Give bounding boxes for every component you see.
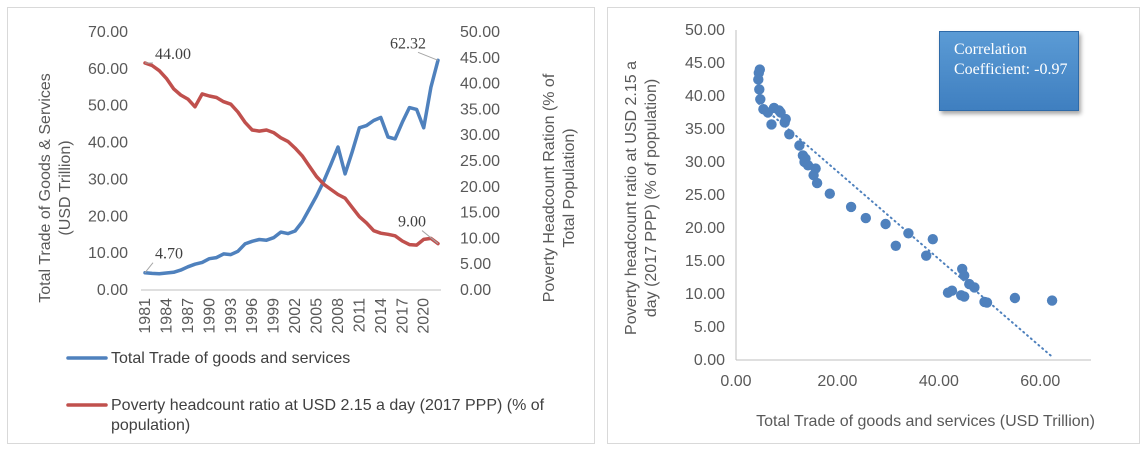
x-tick-label: 1984	[158, 298, 175, 334]
y-right-tick-label: 15.00	[460, 205, 500, 222]
legend-poverty-label: Poverty headcount ratio at USD 2.15 a da…	[111, 397, 545, 434]
trade-series-line	[143, 58, 440, 276]
scatter-point	[959, 270, 970, 281]
scatter-point	[811, 177, 823, 189]
y-left-tick-label: 50.00	[88, 98, 128, 115]
x-tick-label: 40.00	[919, 373, 959, 390]
scatter-point	[1046, 295, 1058, 306]
scatter-point	[784, 129, 795, 140]
x-tick-label: 1996	[244, 298, 261, 334]
legend-trade-label: Total Trade of goods and services	[111, 350, 350, 367]
scatter-point	[880, 218, 891, 230]
line-chart: 0.00 10.00 20.00 30.00 40.00 50.00 60.00 70.00 0…	[37, 24, 578, 434]
x-tick-label: 20.00	[817, 373, 857, 390]
x-tick-label: 2008	[330, 298, 347, 334]
y-right-tick-label: 45.00	[460, 50, 500, 67]
y-right-tick-label: 30.00	[460, 127, 500, 144]
x-tick-label: 2017	[394, 298, 411, 334]
data-label-leader	[144, 262, 154, 273]
data-label: 9.00	[398, 214, 426, 231]
y-right-tick-label: 20.00	[460, 179, 500, 196]
trendline	[757, 102, 1054, 358]
y-left-tick-label: 30.00	[88, 171, 128, 188]
x-tick-label: 0.00	[720, 373, 751, 390]
scatter-point	[860, 212, 871, 224]
scatter-point	[808, 170, 819, 181]
data-label: 44.00	[155, 46, 191, 63]
y-tick-label: 35.00	[685, 121, 725, 138]
x-tick-label: 1981	[137, 298, 154, 334]
poverty-series-line	[143, 61, 440, 247]
y-left-tick-label: 40.00	[88, 135, 128, 152]
scatter-chart: 0.00 5.00 10.00 15.00 20.00 25.00 30.00 35.00 40…	[623, 22, 1095, 430]
y-left-tick-label: 0.00	[97, 282, 128, 299]
x-tick-label: 60.00	[1020, 373, 1060, 390]
x-tick-label: 2002	[287, 298, 304, 334]
data-label-leader	[421, 230, 439, 244]
y-left-tick-label: 20.00	[88, 208, 128, 225]
scatter-point	[959, 291, 970, 302]
y-right-tick-label: 5.00	[460, 256, 491, 273]
x-tick-label: 1987	[180, 298, 197, 334]
y-left-tick-label: 10.00	[88, 245, 128, 262]
scatter-point	[969, 282, 980, 293]
scatter-point	[921, 250, 932, 261]
x-tick-label: 2014	[373, 298, 390, 334]
y-tick-label: 40.00	[685, 88, 725, 105]
y-right-tick-label: 40.00	[460, 76, 500, 93]
scatter-point	[890, 240, 901, 251]
line-chart-panel: 0.00 10.00 20.00 30.00 40.00 50.00 60.00 70.00 0…	[7, 7, 595, 444]
scatter-chart-panel: 0.00 5.00 10.00 15.00 20.00 25.00 30.00 35.00 40…	[607, 7, 1140, 444]
y-right-tick-label: 50.00	[460, 24, 500, 41]
y-tick-label: 50.00	[685, 22, 725, 39]
scatter-point	[927, 234, 938, 245]
scatter-point	[779, 117, 790, 128]
scatter-point	[766, 119, 777, 130]
y-tick-label: 25.00	[685, 187, 725, 204]
y-right-tick-label: 10.00	[460, 230, 500, 247]
y-tick-label: 30.00	[685, 154, 725, 171]
x-axis-title: Total Trade of goods and services (USD T…	[756, 413, 1095, 430]
scatter-point	[754, 84, 765, 95]
y-right-tick-label: 35.00	[460, 101, 500, 118]
scatter-point	[755, 94, 766, 105]
scatter-point	[946, 285, 958, 296]
y-axis-title: Poverty headcount ratio at USD 2.15 a day…	[623, 61, 660, 335]
data-label: 62.32	[390, 35, 426, 52]
x-tick-label: 1990	[201, 298, 218, 334]
y-right-axis-title: Poverty Headcount Ration (% of Total Popu…	[541, 73, 578, 302]
x-tick-label: 1993	[223, 298, 240, 334]
scatter-point	[903, 228, 914, 239]
scatter-point	[981, 297, 993, 308]
y-tick-label: 20.00	[685, 220, 725, 237]
x-tick-label: 2005	[309, 298, 326, 334]
correlation-annotation: Correlation Coefficient: -0.97	[939, 31, 1079, 111]
y-tick-label: 5.00	[694, 319, 725, 336]
y-tick-label: 15.00	[685, 253, 725, 270]
x-tick-label: 2011	[351, 298, 368, 333]
y-right-tick-label: 25.00	[460, 153, 500, 170]
y-tick-label: 0.00	[694, 352, 725, 369]
y-left-tick-label: 70.00	[88, 24, 128, 41]
y-left-tick-label: 60.00	[88, 61, 128, 78]
y-left-axis-title: Total Trade of Goods & Services (USD Tril…	[37, 73, 74, 302]
x-tick-label: 2020	[416, 298, 433, 334]
y-tick-label: 45.00	[685, 55, 725, 72]
scatter-point	[845, 201, 857, 213]
y-tick-label: 10.00	[685, 286, 725, 303]
scatter-point	[1009, 292, 1021, 304]
data-label-leader	[417, 51, 439, 61]
scatter-point	[794, 140, 805, 151]
y-right-tick-label: 0.00	[460, 282, 491, 299]
scatter-point	[824, 188, 835, 199]
x-tick-label: 1999	[266, 298, 283, 334]
scatter-point	[753, 74, 764, 85]
data-label: 4.70	[155, 246, 183, 263]
